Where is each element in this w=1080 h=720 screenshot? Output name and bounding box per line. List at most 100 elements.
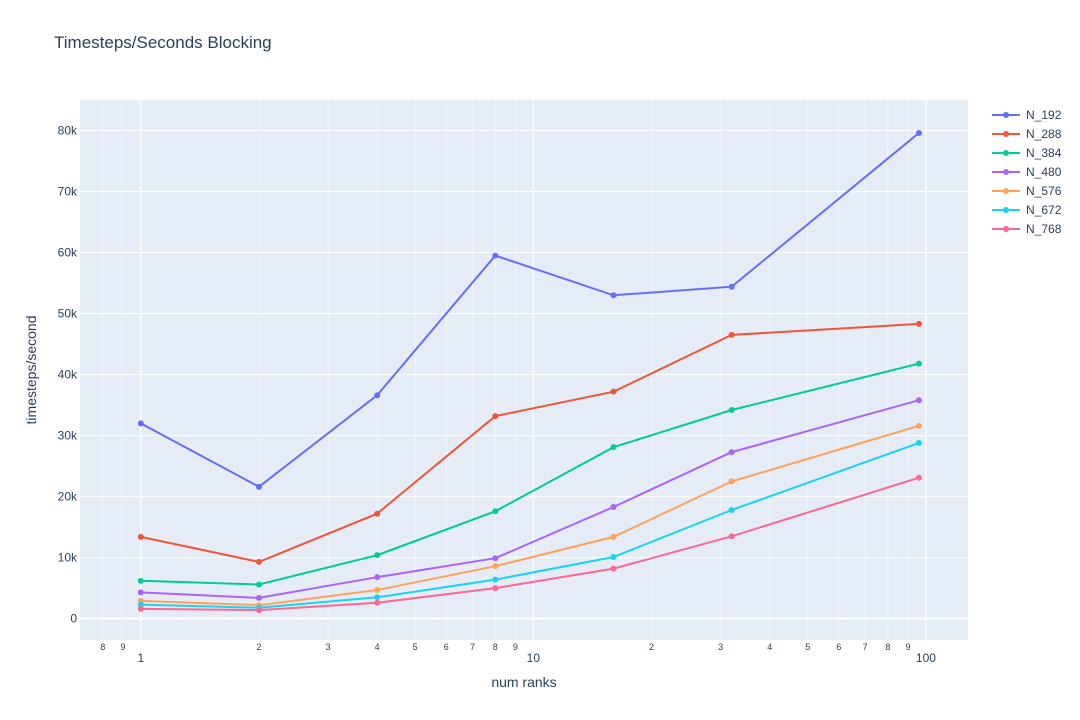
data-point (728, 406, 735, 413)
legend[interactable]: N_192 N_288 N_384 N_480 N_576 N_672 N_768 (992, 108, 1062, 236)
legend-marker (1003, 169, 1009, 175)
legend-marker (1003, 226, 1009, 232)
legend-item-N_672[interactable]: N_672 (992, 203, 1062, 217)
series-N_768 (137, 474, 922, 614)
data-point (137, 420, 144, 427)
data-point (374, 552, 381, 559)
legend-label: N_672 (1026, 203, 1062, 217)
data-point (137, 533, 144, 540)
data-point (255, 483, 262, 490)
legend-item-N_768[interactable]: N_768 (992, 222, 1062, 236)
data-point (610, 533, 617, 540)
data-point (374, 586, 381, 593)
x-minor-tick-label: 7 (863, 642, 868, 652)
series-N_384 (137, 360, 922, 588)
series-N_480 (137, 397, 922, 601)
x-minor-tick-label: 9 (905, 642, 910, 652)
legend-item-N_576[interactable]: N_576 (992, 184, 1062, 198)
data-point (374, 574, 381, 581)
y-tick-label: 60k (58, 246, 78, 260)
data-point (728, 449, 735, 456)
x-axis-ticks: 8 9 2 3 4 5 6 7 8 9 2 3 4 5 6 7 8 9 1 10 100 (100, 642, 936, 665)
legend-marker (1003, 188, 1009, 194)
legend-label: N_768 (1026, 222, 1062, 236)
data-point (492, 576, 499, 583)
data-point (492, 413, 499, 420)
grid-layer (80, 100, 968, 640)
data-point (728, 331, 735, 338)
y-tick-label: 80k (58, 124, 78, 138)
x-minor-tick-label: 8 (885, 642, 890, 652)
x-minor-tick-label: 2 (256, 642, 261, 652)
data-point (915, 360, 922, 367)
y-tick-label: 20k (58, 490, 78, 504)
data-point (610, 388, 617, 395)
data-point (374, 599, 381, 606)
legend-marker (1003, 112, 1009, 118)
data-point (255, 607, 262, 614)
data-point (915, 439, 922, 446)
data-point (728, 533, 735, 540)
x-major-tick-label: 100 (916, 651, 936, 665)
legend-label: N_480 (1026, 165, 1062, 179)
legend-item-N_480[interactable]: N_480 (992, 165, 1062, 179)
data-point (610, 503, 617, 510)
x-minor-tick-label: 3 (326, 642, 331, 652)
data-point (492, 585, 499, 592)
x-minor-tick-label: 9 (120, 642, 125, 652)
x-major-tick-label: 1 (137, 651, 144, 665)
data-point (915, 320, 922, 327)
x-minor-tick-label: 8 (493, 642, 498, 652)
y-tick-label: 10k (58, 551, 78, 565)
data-point (255, 558, 262, 565)
data-point (915, 422, 922, 429)
x-minor-tick-label: 4 (767, 642, 772, 652)
legend-item-N_288[interactable]: N_288 (992, 127, 1062, 141)
data-point (137, 601, 144, 608)
legend-label: N_384 (1026, 146, 1062, 160)
data-point (915, 474, 922, 481)
data-point (492, 508, 499, 515)
data-point (915, 397, 922, 404)
x-minor-tick-label: 9 (513, 642, 518, 652)
x-minor-tick-label: 5 (805, 642, 810, 652)
data-point (728, 283, 735, 290)
legend-item-N_384[interactable]: N_384 (992, 146, 1062, 160)
legend-marker (1003, 207, 1009, 213)
x-minor-tick-label: 2 (649, 642, 654, 652)
data-point (610, 292, 617, 299)
data-point (492, 555, 499, 562)
data-point (137, 577, 144, 584)
y-tick-label: 50k (58, 307, 78, 321)
legend-marker (1003, 150, 1009, 156)
x-minor-tick-label: 6 (836, 642, 841, 652)
data-point (137, 605, 144, 612)
y-tick-label: 30k (58, 429, 78, 443)
data-point (137, 589, 144, 596)
x-axis-title: num ranks (491, 674, 556, 690)
legend-marker (1003, 131, 1009, 137)
data-point (255, 581, 262, 588)
y-tick-label: 40k (58, 368, 78, 382)
data-point (610, 565, 617, 572)
x-minor-tick-label: 7 (470, 642, 475, 652)
data-point (610, 554, 617, 561)
legend-label: N_192 (1026, 108, 1062, 122)
x-minor-tick-label: 4 (375, 642, 380, 652)
data-point (255, 594, 262, 601)
x-minor-tick-label: 3 (718, 642, 723, 652)
data-point (492, 252, 499, 259)
data-point (610, 444, 617, 451)
plot-background (80, 100, 968, 640)
series-layer (137, 129, 922, 614)
y-tick-label: 0 (70, 612, 77, 626)
data-point (915, 129, 922, 136)
data-point (374, 594, 381, 601)
data-point (728, 478, 735, 485)
legend-item-N_192[interactable]: N_192 (992, 108, 1062, 122)
data-point (374, 392, 381, 399)
series-N_192 (137, 129, 922, 490)
y-tick-label: 70k (58, 185, 78, 199)
y-axis-ticks: 0 10k 20k 30k 40k 50k 60k 70k 80k (58, 124, 78, 626)
